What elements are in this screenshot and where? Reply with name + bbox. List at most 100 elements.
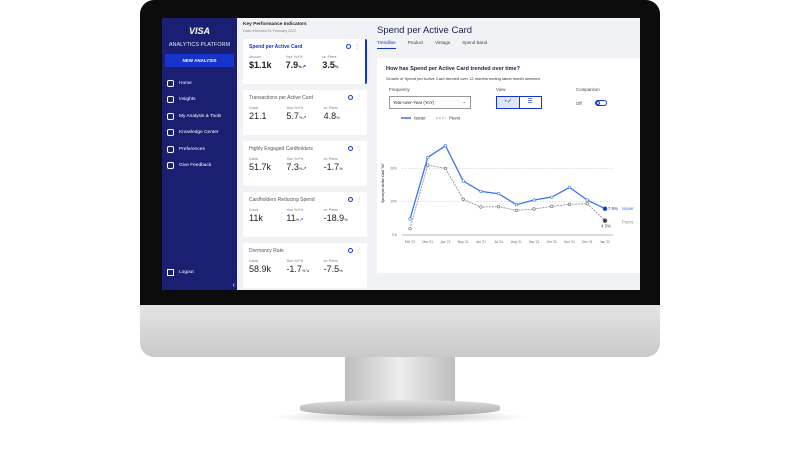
kpi-card[interactable]: Spend per Active Card ⋮ Amount $1.1k Your… <box>243 39 367 84</box>
sidebar-item-home[interactable]: Home <box>162 75 237 92</box>
percent-sign: % <box>298 115 303 120</box>
kpi-card[interactable]: Highly Engaged Cardholders ⋮ Cards 51.7k … <box>243 141 367 186</box>
more-options-icon[interactable]: ⋮ <box>356 248 362 254</box>
x-tick-label: Aug '21 <box>511 240 522 244</box>
x-tick-label: Jun '21 <box>476 240 486 244</box>
data-point[interactable] <box>550 204 554 208</box>
kpi-card-title: Transactions per Active Card <box>249 95 314 101</box>
data-point[interactable] <box>408 227 412 231</box>
data-point[interactable] <box>479 189 483 193</box>
sidebar-item-label: Knowledge Center <box>179 130 219 136</box>
kpi-yoy: 7.9 <box>285 60 299 70</box>
settings-icon[interactable] <box>348 197 353 202</box>
frequency-select[interactable]: Year-over-Year (YoY) ⌄ <box>389 96 471 109</box>
more-options-icon[interactable]: ⋮ <box>356 197 362 203</box>
data-point[interactable] <box>602 218 608 223</box>
collapse-sidebar-icon[interactable]: ‹ <box>232 282 235 289</box>
data-point[interactable] <box>408 217 412 221</box>
data-point[interactable] <box>532 207 536 211</box>
legend-label: Peers <box>449 116 460 121</box>
tab-vintage[interactable]: Vintage <box>435 40 451 45</box>
new-analysis-button[interactable]: NEW ANALYSIS <box>165 54 234 67</box>
data-point[interactable] <box>585 198 589 202</box>
data-point[interactable] <box>479 205 483 209</box>
data-point[interactable] <box>567 202 572 206</box>
frequency-value: Year-over-Year (YoY) <box>393 100 435 105</box>
chevron-down-icon: ⌄ <box>462 99 466 104</box>
data-point[interactable] <box>461 197 465 201</box>
kpi-label: Your YoY% <box>286 106 304 110</box>
data-point[interactable] <box>426 163 430 167</box>
kpi-label: vs. Peers <box>323 106 338 110</box>
y-tick-label: 10% <box>390 200 397 204</box>
kpi-panel: Key Performance Indicators Data refreshe… <box>243 18 367 288</box>
help-icon <box>167 129 174 137</box>
view-toggle: ◔✓ ☰ <box>496 96 542 109</box>
data-point[interactable] <box>514 208 518 212</box>
sidebar-item-preferences[interactable]: Preferences <box>162 141 237 158</box>
x-tick-label: May '21 <box>458 240 469 244</box>
legend-label: Issuer <box>414 116 426 121</box>
kpi-label: Count <box>249 106 259 110</box>
kpi-vs-peers: -7.5 <box>323 264 340 274</box>
tab-product[interactable]: Product <box>407 40 424 45</box>
data-point[interactable] <box>567 185 572 189</box>
chart-question: How has Spend per Active Card trended ov… <box>386 66 520 72</box>
settings-icon[interactable] <box>348 248 353 253</box>
kpi-vs-peers: 3.5 <box>322 60 335 70</box>
chart-panel: How has Spend per Active Card trended ov… <box>377 58 640 273</box>
data-point[interactable] <box>602 206 608 211</box>
y-axis-label: Spend per Active Card YoY <box>381 162 385 203</box>
data-point[interactable] <box>461 179 465 183</box>
view-label: View <box>496 87 506 92</box>
comparison-toggle[interactable] <box>595 100 607 106</box>
logout-button[interactable]: Logout <box>167 269 194 276</box>
sidebar: VISA ANALYTICS PLATFORM NEW ANALYSIS Hom… <box>162 18 237 290</box>
settings-icon[interactable] <box>348 95 353 100</box>
kpi-label: Your YoY% <box>285 55 303 59</box>
kpi-label: Your YoY% <box>286 208 304 212</box>
settings-icon[interactable] <box>346 44 351 49</box>
kpi-card[interactable]: Dormancy Rate ⋮ Cards 58.9k Your YoY% -1.7… <box>243 243 367 288</box>
data-point[interactable] <box>443 166 448 171</box>
screen: VISA ANALYTICS PLATFORM NEW ANALYSIS Hom… <box>162 18 640 290</box>
data-point[interactable] <box>497 192 501 196</box>
kpi-card[interactable]: Transactions per Active Card ⋮ Count 21.1… <box>243 90 367 135</box>
sidebar-item-my-analysis-tools[interactable]: My Analysis & Tools <box>162 108 237 125</box>
platform-name: ANALYTICS PLATFORM <box>168 42 231 48</box>
sidebar-item-label: Insights <box>179 97 196 103</box>
comparison-label: Comparison <box>576 87 600 92</box>
feedback-icon <box>167 162 174 170</box>
settings-icon[interactable] <box>348 146 353 151</box>
home-icon <box>167 79 174 87</box>
data-point[interactable] <box>585 202 589 206</box>
more-options-icon[interactable]: ⋮ <box>356 146 362 152</box>
sidebar-item-insights[interactable]: Insights <box>162 92 237 109</box>
x-tick-label: Jan '22 <box>600 240 610 244</box>
kpi-label: vs. Peers <box>322 55 337 59</box>
chart-view-button[interactable]: ◔✓ <box>497 97 520 108</box>
tab-spend-band[interactable]: Spend Band <box>462 40 488 45</box>
percent-sign: % <box>298 166 303 171</box>
data-point[interactable] <box>550 195 554 199</box>
sidebar-item-knowledge-center[interactable]: Knowledge Center <box>162 125 237 142</box>
sidebar-item-give-feedback[interactable]: Give Feedback <box>162 158 237 175</box>
data-point[interactable] <box>532 198 536 202</box>
table-view-button[interactable]: ☰ <box>527 99 533 105</box>
kpi-card[interactable]: Cardholders Reducing Spend ⋮ Count 11k Yo… <box>243 192 367 237</box>
data-point[interactable] <box>426 155 430 160</box>
x-tick-label: Dec '21 <box>582 240 593 244</box>
data-point[interactable] <box>514 203 518 207</box>
trend-up-icon: ↗ <box>299 217 304 223</box>
data-point[interactable] <box>443 144 448 148</box>
comparison-state: Off <box>576 101 582 106</box>
trend-chart: Spend per Active Card YoY 0% 10% 20% Feb '21… <box>381 116 634 245</box>
sidebar-nav: Home Insights My Analysis & Tools Knowledge… <box>162 75 237 174</box>
more-options-icon[interactable]: ⋮ <box>354 44 360 50</box>
trend-up-icon: ↗ <box>301 64 306 70</box>
kpi-value: 58.9k <box>249 264 272 274</box>
x-tick-label: Apr '21 <box>440 240 450 244</box>
tab-trendline[interactable]: Trendline <box>377 40 396 49</box>
more-options-icon[interactable]: ⋮ <box>356 95 362 101</box>
data-point[interactable] <box>497 205 501 209</box>
